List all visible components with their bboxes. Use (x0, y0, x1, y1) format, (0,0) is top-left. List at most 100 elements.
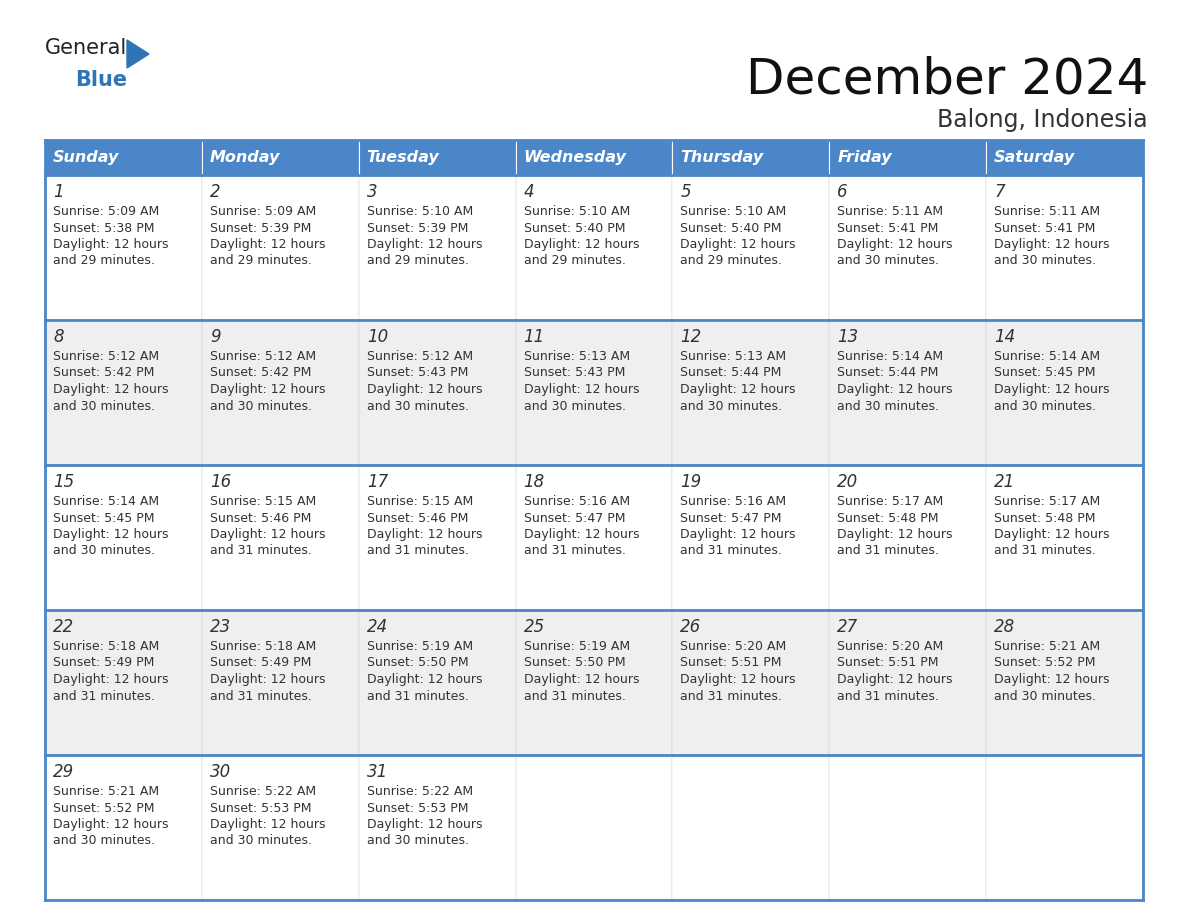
Text: and 30 minutes.: and 30 minutes. (681, 399, 783, 412)
Bar (45, 140, 202, 175)
Text: and 31 minutes.: and 31 minutes. (681, 689, 783, 702)
Bar (45, 320, 202, 465)
Text: Daylight: 12 hours: Daylight: 12 hours (210, 673, 326, 686)
Text: Daylight: 12 hours: Daylight: 12 hours (681, 383, 796, 396)
Bar (986, 465, 1143, 610)
Text: Sunset: 5:38 PM: Sunset: 5:38 PM (53, 221, 154, 234)
Text: Blue: Blue (75, 70, 127, 90)
Text: Sunset: 5:49 PM: Sunset: 5:49 PM (210, 656, 311, 669)
Text: Daylight: 12 hours: Daylight: 12 hours (210, 238, 326, 251)
Bar (672, 140, 829, 175)
Text: 20: 20 (838, 473, 859, 491)
Bar (672, 465, 829, 610)
Text: Sunset: 5:40 PM: Sunset: 5:40 PM (524, 221, 625, 234)
Bar (45, 610, 202, 755)
Text: Sunrise: 5:13 AM: Sunrise: 5:13 AM (681, 350, 786, 363)
Bar (359, 755, 516, 900)
Text: 13: 13 (838, 328, 859, 346)
Text: 23: 23 (210, 618, 232, 636)
Text: and 30 minutes.: and 30 minutes. (210, 399, 312, 412)
Text: 15: 15 (53, 473, 74, 491)
Bar (672, 610, 829, 755)
Text: Sunrise: 5:21 AM: Sunrise: 5:21 AM (53, 785, 159, 798)
Text: Sunrise: 5:11 AM: Sunrise: 5:11 AM (994, 205, 1100, 218)
Text: Daylight: 12 hours: Daylight: 12 hours (367, 528, 482, 541)
Text: 30: 30 (210, 763, 232, 781)
Text: and 30 minutes.: and 30 minutes. (838, 254, 940, 267)
Text: and 30 minutes.: and 30 minutes. (524, 399, 626, 412)
Text: and 30 minutes.: and 30 minutes. (53, 544, 154, 557)
Text: Daylight: 12 hours: Daylight: 12 hours (210, 383, 326, 396)
Text: Daylight: 12 hours: Daylight: 12 hours (53, 673, 169, 686)
Bar (202, 175, 359, 320)
Text: 4: 4 (524, 183, 535, 201)
Text: 21: 21 (994, 473, 1016, 491)
Text: 7: 7 (994, 183, 1005, 201)
Text: General: General (45, 38, 127, 58)
Text: Sunrise: 5:11 AM: Sunrise: 5:11 AM (838, 205, 943, 218)
Text: Wednesday: Wednesday (524, 150, 626, 165)
Bar (829, 755, 986, 900)
Text: Sunrise: 5:10 AM: Sunrise: 5:10 AM (367, 205, 473, 218)
Text: Sunrise: 5:14 AM: Sunrise: 5:14 AM (838, 350, 943, 363)
Text: Sunrise: 5:15 AM: Sunrise: 5:15 AM (210, 495, 316, 508)
Bar (672, 320, 829, 465)
Text: and 29 minutes.: and 29 minutes. (524, 254, 625, 267)
Text: Sunset: 5:48 PM: Sunset: 5:48 PM (838, 511, 939, 524)
Text: Daylight: 12 hours: Daylight: 12 hours (838, 238, 953, 251)
Text: 2: 2 (210, 183, 221, 201)
Text: Sunset: 5:44 PM: Sunset: 5:44 PM (681, 366, 782, 379)
Text: Sunset: 5:50 PM: Sunset: 5:50 PM (524, 656, 625, 669)
Text: Daylight: 12 hours: Daylight: 12 hours (681, 528, 796, 541)
Bar (45, 175, 202, 320)
Text: and 30 minutes.: and 30 minutes. (994, 399, 1097, 412)
Text: 8: 8 (53, 328, 64, 346)
Text: and 31 minutes.: and 31 minutes. (681, 544, 783, 557)
Text: and 30 minutes.: and 30 minutes. (838, 399, 940, 412)
Text: 12: 12 (681, 328, 702, 346)
Bar (516, 610, 672, 755)
Bar (516, 320, 672, 465)
Text: Daylight: 12 hours: Daylight: 12 hours (681, 673, 796, 686)
Text: Daylight: 12 hours: Daylight: 12 hours (210, 528, 326, 541)
Text: Sunrise: 5:19 AM: Sunrise: 5:19 AM (367, 640, 473, 653)
Text: Daylight: 12 hours: Daylight: 12 hours (681, 238, 796, 251)
Bar (986, 610, 1143, 755)
Text: Sunset: 5:40 PM: Sunset: 5:40 PM (681, 221, 782, 234)
Text: Sunset: 5:44 PM: Sunset: 5:44 PM (838, 366, 939, 379)
Text: Daylight: 12 hours: Daylight: 12 hours (524, 528, 639, 541)
Text: Sunset: 5:49 PM: Sunset: 5:49 PM (53, 656, 154, 669)
Text: Sunday: Sunday (53, 150, 119, 165)
Bar (359, 175, 516, 320)
Text: Sunset: 5:41 PM: Sunset: 5:41 PM (838, 221, 939, 234)
Text: Sunset: 5:41 PM: Sunset: 5:41 PM (994, 221, 1095, 234)
Bar (202, 140, 359, 175)
Text: and 30 minutes.: and 30 minutes. (53, 834, 154, 847)
Text: Sunset: 5:39 PM: Sunset: 5:39 PM (367, 221, 468, 234)
Bar (516, 140, 672, 175)
Text: and 30 minutes.: and 30 minutes. (994, 689, 1097, 702)
Text: and 31 minutes.: and 31 minutes. (367, 544, 468, 557)
Bar (986, 175, 1143, 320)
Text: 28: 28 (994, 618, 1016, 636)
Text: December 2024: December 2024 (746, 55, 1148, 103)
Text: Daylight: 12 hours: Daylight: 12 hours (53, 383, 169, 396)
Text: Daylight: 12 hours: Daylight: 12 hours (210, 818, 326, 831)
Text: Daylight: 12 hours: Daylight: 12 hours (524, 383, 639, 396)
Text: Daylight: 12 hours: Daylight: 12 hours (838, 673, 953, 686)
Text: and 31 minutes.: and 31 minutes. (524, 544, 625, 557)
Bar (672, 755, 829, 900)
Text: and 31 minutes.: and 31 minutes. (838, 689, 940, 702)
Text: and 30 minutes.: and 30 minutes. (994, 254, 1097, 267)
Bar (986, 140, 1143, 175)
Text: 18: 18 (524, 473, 545, 491)
Text: 27: 27 (838, 618, 859, 636)
Text: Daylight: 12 hours: Daylight: 12 hours (367, 238, 482, 251)
Text: Sunrise: 5:16 AM: Sunrise: 5:16 AM (524, 495, 630, 508)
Bar (986, 320, 1143, 465)
Text: and 31 minutes.: and 31 minutes. (994, 544, 1097, 557)
Text: Sunset: 5:46 PM: Sunset: 5:46 PM (210, 511, 311, 524)
Bar (202, 320, 359, 465)
Text: and 30 minutes.: and 30 minutes. (210, 834, 312, 847)
Text: Friday: Friday (838, 150, 892, 165)
